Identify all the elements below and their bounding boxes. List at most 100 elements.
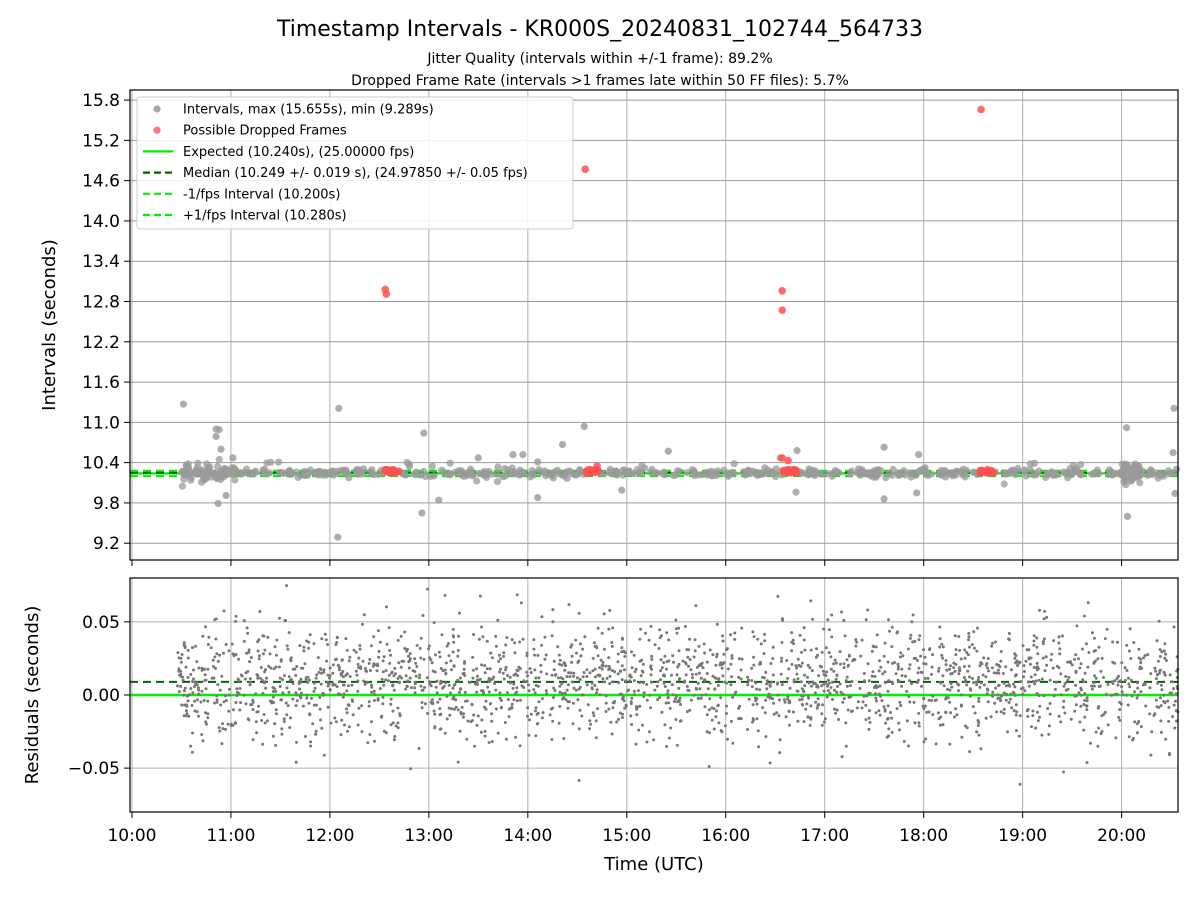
residual-point bbox=[308, 713, 312, 717]
residual-point bbox=[934, 742, 938, 746]
legend-marker bbox=[153, 105, 161, 113]
residual-point bbox=[234, 614, 238, 618]
residual-point bbox=[439, 712, 443, 716]
residual-point bbox=[423, 702, 427, 706]
residual-point bbox=[340, 658, 344, 662]
residual-point bbox=[1143, 654, 1147, 658]
residual-point bbox=[809, 704, 813, 708]
residual-point bbox=[950, 671, 954, 675]
residual-point bbox=[346, 684, 350, 688]
residual-point bbox=[885, 735, 889, 739]
residual-point bbox=[1004, 698, 1008, 702]
residual-point bbox=[280, 727, 284, 731]
residual-point bbox=[908, 663, 912, 667]
residual-point bbox=[456, 649, 460, 652]
residual-point bbox=[502, 677, 506, 681]
residual-point bbox=[1136, 693, 1140, 697]
residual-point bbox=[490, 677, 494, 681]
residual-point bbox=[1127, 649, 1131, 653]
residual-point bbox=[376, 629, 380, 633]
residual-point bbox=[518, 640, 522, 644]
residual-point bbox=[834, 661, 838, 665]
interval-point bbox=[560, 469, 569, 477]
residual-point bbox=[990, 644, 994, 648]
residual-point bbox=[566, 706, 570, 710]
residual-point bbox=[982, 683, 986, 687]
residual-point bbox=[607, 664, 611, 668]
residual-point bbox=[1139, 690, 1143, 694]
residual-point bbox=[832, 662, 836, 666]
residual-point bbox=[525, 654, 529, 658]
residual-point bbox=[449, 659, 453, 663]
residual-point bbox=[874, 692, 877, 696]
residual-point bbox=[1024, 659, 1028, 663]
residual-point bbox=[287, 675, 291, 679]
residual-point bbox=[729, 719, 733, 723]
residual-point bbox=[950, 685, 954, 689]
residual-point bbox=[811, 617, 815, 621]
residual-point bbox=[441, 669, 445, 673]
interval-point bbox=[895, 471, 903, 479]
residual-point bbox=[908, 700, 912, 704]
residuals-panel: 0.050.00−0.05 10:00 11:00 12:00 13:00 14:00 1… bbox=[22, 577, 1180, 875]
interval-outlier-point bbox=[418, 509, 426, 517]
residual-point bbox=[347, 725, 351, 729]
residual-point bbox=[1093, 674, 1096, 678]
residual-point bbox=[653, 643, 657, 647]
residual-point bbox=[431, 701, 435, 705]
residual-point bbox=[287, 690, 291, 694]
residual-point bbox=[838, 682, 842, 686]
residual-point bbox=[767, 692, 771, 696]
residuals-y-axis-label: Residuals (seconds) bbox=[22, 606, 43, 785]
residual-point bbox=[341, 695, 345, 699]
residual-point bbox=[269, 666, 273, 670]
interval-outlier-point bbox=[913, 489, 921, 497]
residual-point bbox=[504, 665, 508, 669]
residual-point bbox=[641, 723, 644, 727]
residual-point bbox=[1058, 647, 1062, 651]
residual-point bbox=[717, 721, 721, 725]
legend-box bbox=[136, 96, 574, 230]
residual-point bbox=[1164, 737, 1168, 741]
residual-point bbox=[844, 744, 848, 748]
residual-point bbox=[362, 679, 366, 683]
residual-point bbox=[450, 668, 453, 672]
residual-point bbox=[1135, 696, 1139, 700]
interval-point bbox=[1129, 475, 1137, 483]
residual-point bbox=[512, 698, 516, 702]
interval-outlier-point bbox=[580, 422, 588, 430]
residual-point bbox=[322, 668, 326, 672]
residual-point bbox=[708, 648, 712, 652]
residual-point bbox=[1073, 709, 1077, 713]
residual-point bbox=[912, 656, 916, 660]
residual-point bbox=[579, 642, 582, 646]
residual-point bbox=[451, 686, 455, 690]
residual-point bbox=[800, 703, 804, 706]
interval-point bbox=[877, 466, 885, 475]
residual-point bbox=[456, 654, 460, 658]
residual-point bbox=[1079, 662, 1083, 666]
residual-point bbox=[870, 649, 874, 653]
residual-point bbox=[887, 618, 890, 622]
residual-point bbox=[1117, 716, 1121, 719]
residual-point bbox=[1077, 657, 1080, 661]
residual-point bbox=[452, 697, 456, 701]
residual-point bbox=[1153, 666, 1157, 670]
interval-point bbox=[755, 471, 764, 479]
residual-point bbox=[461, 715, 465, 719]
residual-point bbox=[826, 689, 830, 692]
residual-point bbox=[984, 663, 988, 667]
residual-point bbox=[541, 711, 545, 715]
residual-point bbox=[534, 709, 537, 713]
residual-point bbox=[498, 691, 502, 695]
residual-point bbox=[471, 655, 475, 659]
residual-point bbox=[498, 670, 502, 674]
residual-point bbox=[284, 618, 288, 622]
residual-point bbox=[350, 683, 354, 687]
residual-point bbox=[881, 672, 885, 676]
residual-point bbox=[790, 649, 794, 653]
residual-point bbox=[670, 683, 674, 687]
residual-point bbox=[601, 660, 605, 664]
residual-point bbox=[382, 655, 386, 659]
residual-point bbox=[1031, 714, 1035, 718]
